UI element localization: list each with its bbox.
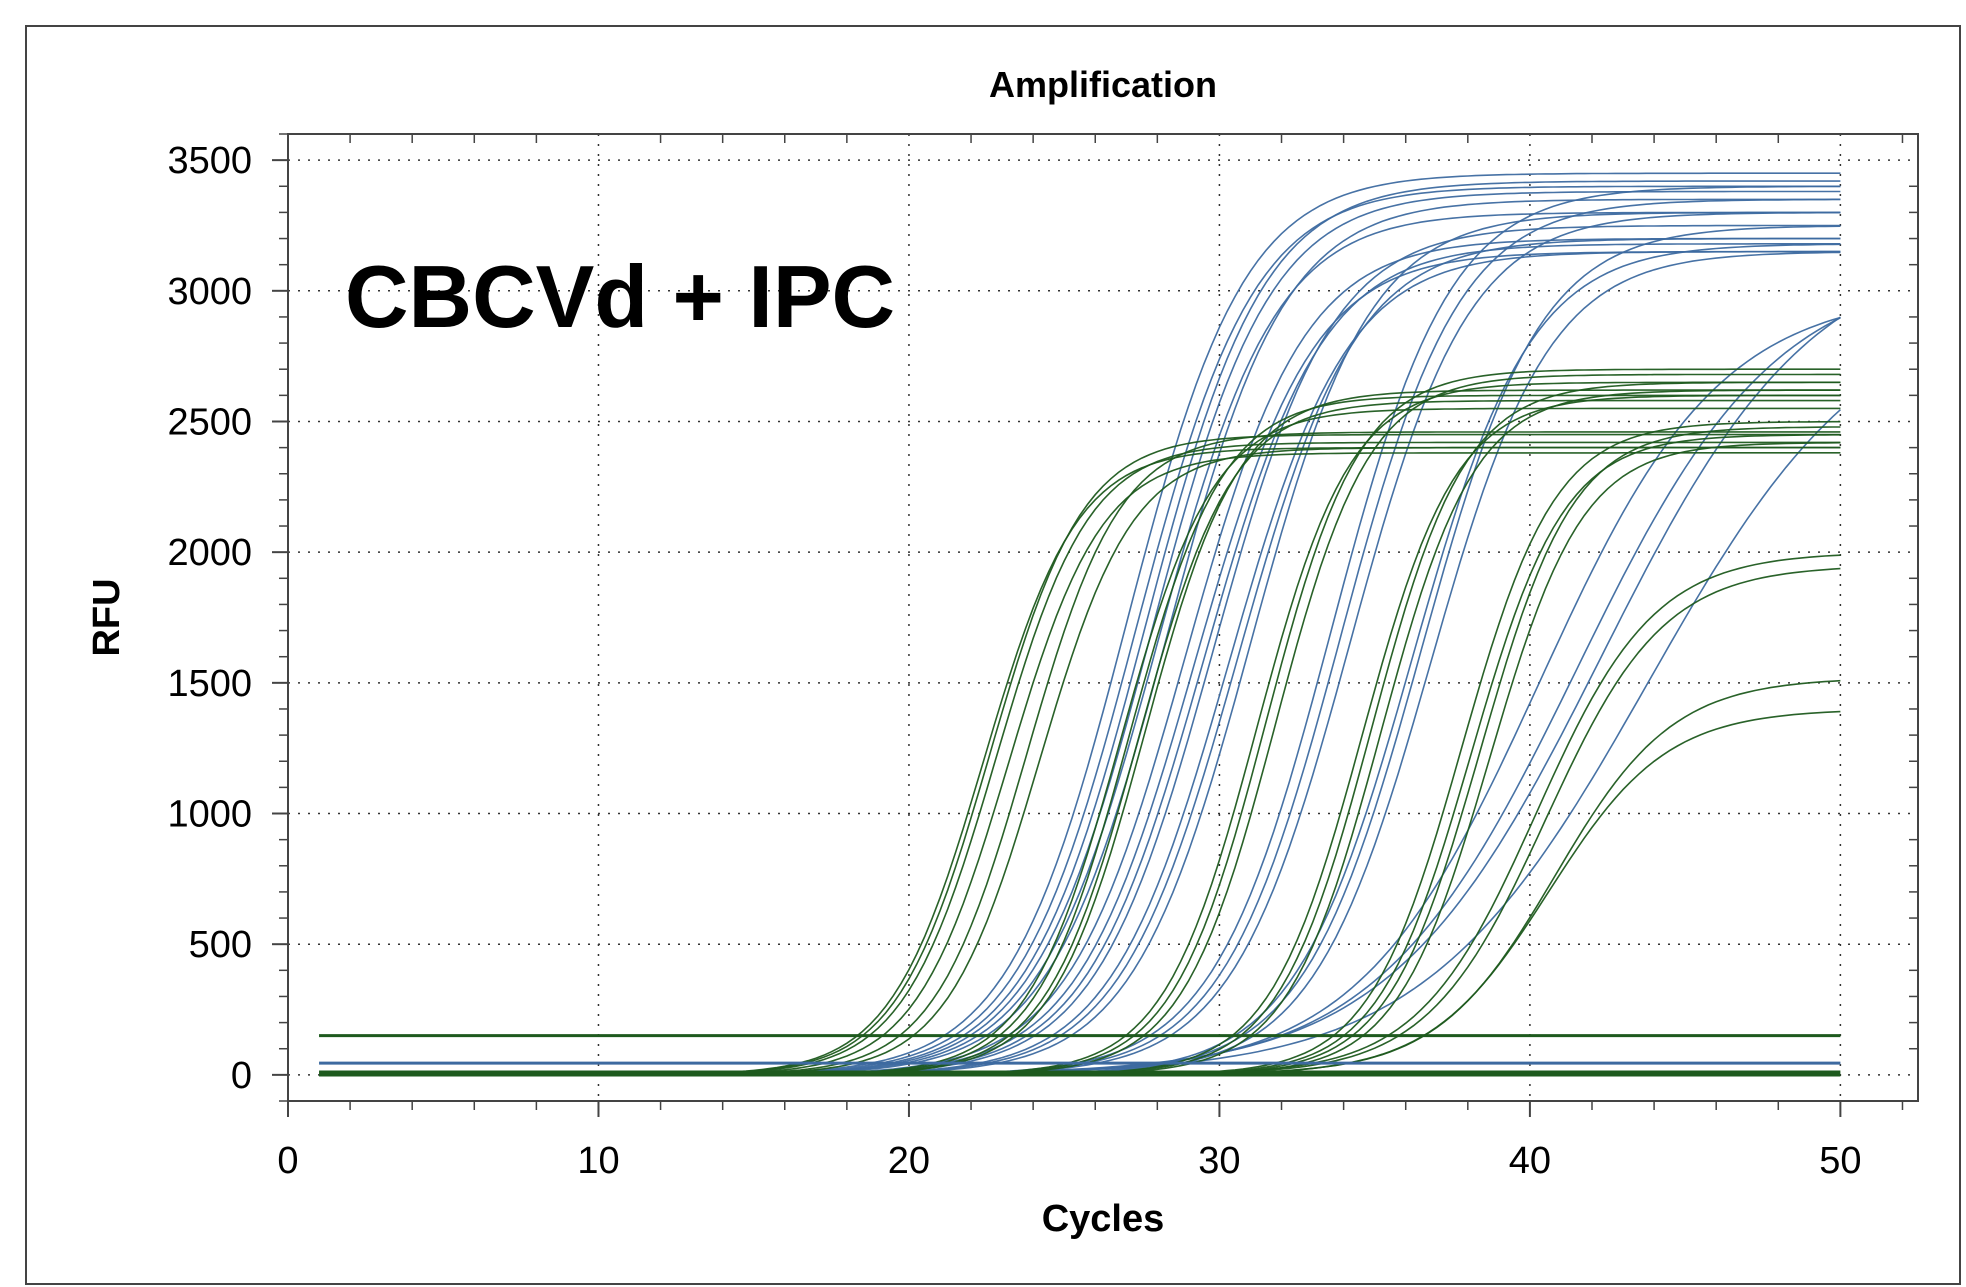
- x-tick-label: 10: [577, 1140, 619, 1182]
- amplification-curve: [319, 399, 1841, 1076]
- chart-title: Amplification: [989, 64, 1217, 105]
- amplification-curve: [319, 420, 1841, 1076]
- amplification-curve: [319, 441, 1841, 1076]
- amplification-curve: [319, 446, 1841, 1076]
- amplification-curve: [319, 407, 1841, 1076]
- amplification-curve: [319, 224, 1841, 1076]
- x-axis-label: Cycles: [1042, 1198, 1165, 1240]
- amplification-chart: 0 10 20 30 40 500500100015002000250030003500 …: [86, 64, 1919, 1240]
- amplification-curve: [319, 237, 1841, 1076]
- chart-annotation: CBCVd + IPC: [345, 247, 895, 346]
- x-tick-label: 30: [1198, 1140, 1240, 1182]
- amplification-curve: [319, 225, 1841, 1076]
- amplification-curve: [319, 373, 1841, 1076]
- amplification-curve: [319, 409, 1841, 1076]
- amplification-curve: [319, 237, 1841, 1076]
- threshold-lines: [319, 1034, 1841, 1065]
- y-tick-label: 3500: [167, 140, 252, 182]
- x-tick-label: 40: [1509, 1140, 1551, 1182]
- amplification-curve: [319, 452, 1841, 1076]
- x-tick-label: 20: [888, 1140, 930, 1182]
- x-tick-label: 50: [1819, 1140, 1861, 1182]
- amplification-curve: [319, 441, 1841, 1076]
- amplification-curve: [319, 243, 1841, 1076]
- amplification-curve: [319, 446, 1841, 1076]
- amplification-curve: [319, 431, 1841, 1076]
- amplification-curve: [319, 567, 1841, 1076]
- plot-border: [287, 133, 1919, 1102]
- amplification-curve: [319, 251, 1841, 1076]
- y-tick-label: 2500: [167, 401, 252, 443]
- y-tick-label: 500: [189, 924, 252, 966]
- y-tick-label: 1500: [167, 663, 252, 705]
- amplification-curve: [319, 368, 1841, 1076]
- y-tick-label: 1000: [167, 794, 252, 836]
- y-tick-label: 2000: [167, 532, 252, 574]
- amplification-curve: [319, 426, 1841, 1076]
- y-axis-label: RFU: [86, 578, 128, 656]
- y-tick-label: 3000: [167, 271, 252, 313]
- chart-frame: 0 10 20 30 40 50 0 500 1000 1500 2000 2500 3000 3500 …: [25, 25, 1961, 1285]
- x-tick-label: 0: [277, 1140, 298, 1182]
- amplification-curve: [319, 316, 1841, 1076]
- y-tick-label: 0: [231, 1055, 252, 1097]
